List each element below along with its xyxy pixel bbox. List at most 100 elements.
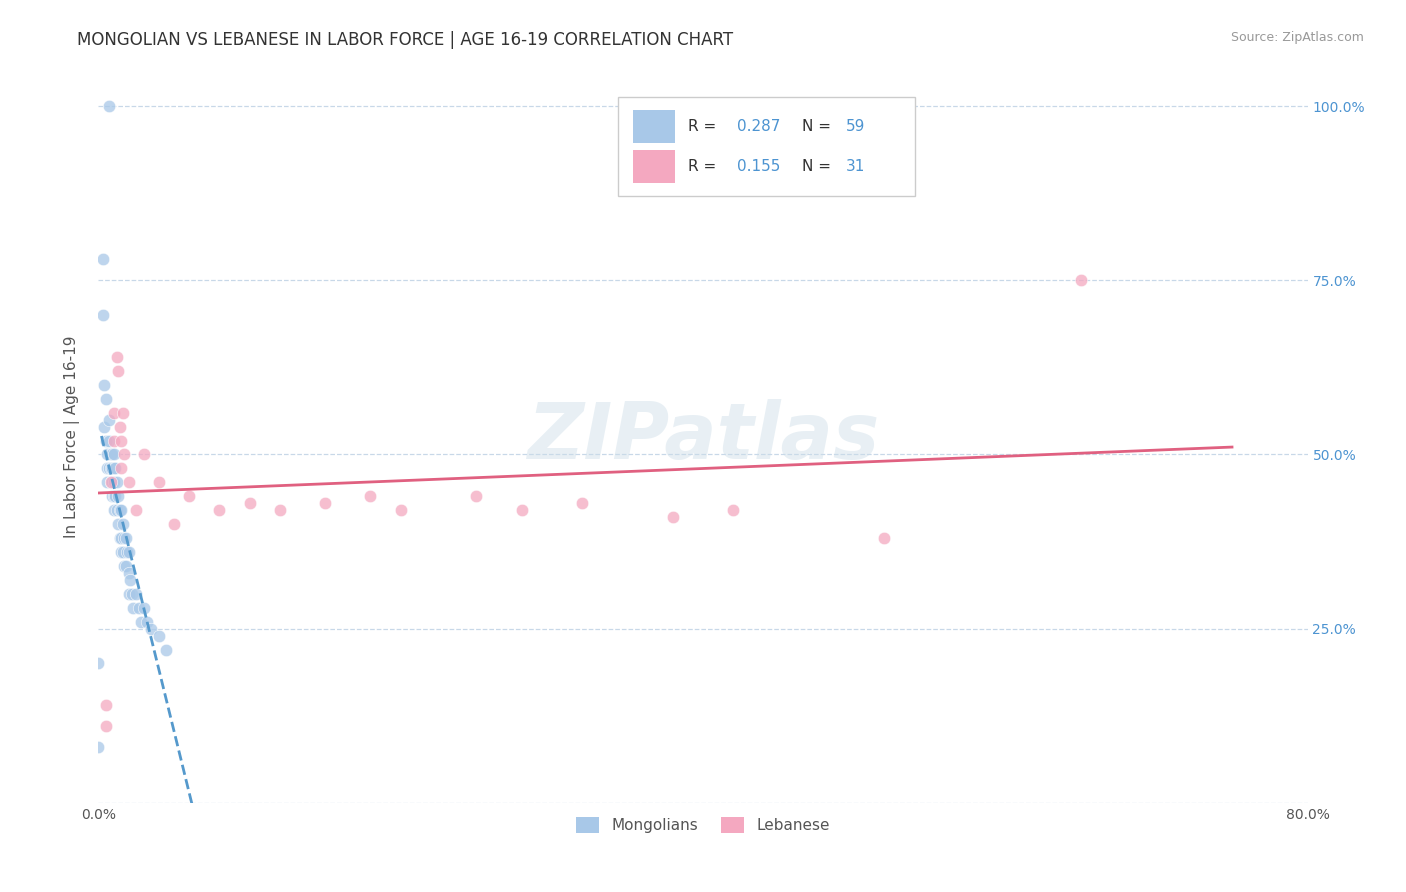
Point [110,503,132,517]
Point [98,99,121,113]
Point [96,461,118,475]
Point [148,629,170,643]
Point [118,475,141,490]
Point [103,434,125,448]
Point [163,517,186,532]
Point [110,434,132,448]
Point [103,406,125,420]
Point [108,531,131,545]
Text: MONGOLIAN VS LEBANESE IN LABOR FORCE | AGE 16-19 CORRELATION CHART: MONGOLIAN VS LEBANESE IN LABOR FORCE | A… [77,31,734,49]
Point [129,615,152,629]
Point [110,531,132,545]
Point [114,531,136,545]
Point [107,489,129,503]
Point [132,600,155,615]
Point [118,587,141,601]
Bar [633,150,675,183]
Point [103,475,125,490]
Point [103,489,125,503]
Text: 0.287: 0.287 [737,119,780,134]
Bar [633,110,675,143]
Point [101,448,124,462]
Point [120,573,142,587]
Point [91,308,114,322]
Point [87,740,110,755]
Point [110,461,132,475]
Point [125,587,148,601]
Legend: Mongolians, Lebanese: Mongolians, Lebanese [571,811,835,839]
Point [125,503,148,517]
Point [112,558,135,573]
Point [179,489,201,503]
Point [155,642,177,657]
Point [98,412,121,426]
Point [105,475,128,490]
Point [111,406,134,420]
Point [104,489,127,503]
Text: Source: ZipAtlas.com: Source: ZipAtlas.com [1230,31,1364,45]
Point [93,419,115,434]
Point [96,448,118,462]
Point [100,475,122,490]
Point [115,545,138,559]
Point [112,531,135,545]
Text: R =: R = [689,159,721,174]
Point [148,475,170,490]
Point [101,461,124,475]
Point [141,622,163,636]
Point [111,517,134,532]
Text: 31: 31 [845,159,865,174]
Point [94,392,117,406]
Point [98,461,121,475]
Point [389,503,412,517]
Point [101,489,124,503]
Point [1070,273,1092,287]
Point [121,587,143,601]
Point [118,566,141,580]
Point [239,496,262,510]
Point [510,503,533,517]
Point [103,503,125,517]
FancyBboxPatch shape [619,97,915,195]
Point [111,545,134,559]
Point [107,517,129,532]
Point [208,503,231,517]
Point [103,461,125,475]
Point [571,496,593,510]
Point [132,448,155,462]
Text: ZIPatlas: ZIPatlas [527,399,879,475]
Point [98,434,121,448]
Point [87,657,110,671]
Point [118,545,141,559]
Point [108,419,131,434]
Point [114,558,136,573]
Point [269,503,291,517]
Text: N =: N = [803,119,837,134]
Point [108,503,131,517]
Point [723,503,745,517]
Point [107,364,129,378]
Y-axis label: In Labor Force | Age 16-19: In Labor Force | Age 16-19 [63,335,80,539]
Point [104,461,127,475]
Point [94,434,117,448]
Point [96,475,118,490]
Point [360,489,382,503]
Text: 59: 59 [845,119,865,134]
Point [105,503,128,517]
Point [103,448,125,462]
Point [465,489,488,503]
Point [94,698,117,713]
Point [110,545,132,559]
Point [100,461,122,475]
Point [100,475,122,490]
Point [91,252,114,267]
Point [314,496,336,510]
Point [93,377,115,392]
Point [94,719,117,733]
Point [873,531,896,545]
Point [128,600,150,615]
Point [105,350,128,364]
Text: R =: R = [689,119,721,134]
Point [135,615,157,629]
Text: N =: N = [803,159,837,174]
